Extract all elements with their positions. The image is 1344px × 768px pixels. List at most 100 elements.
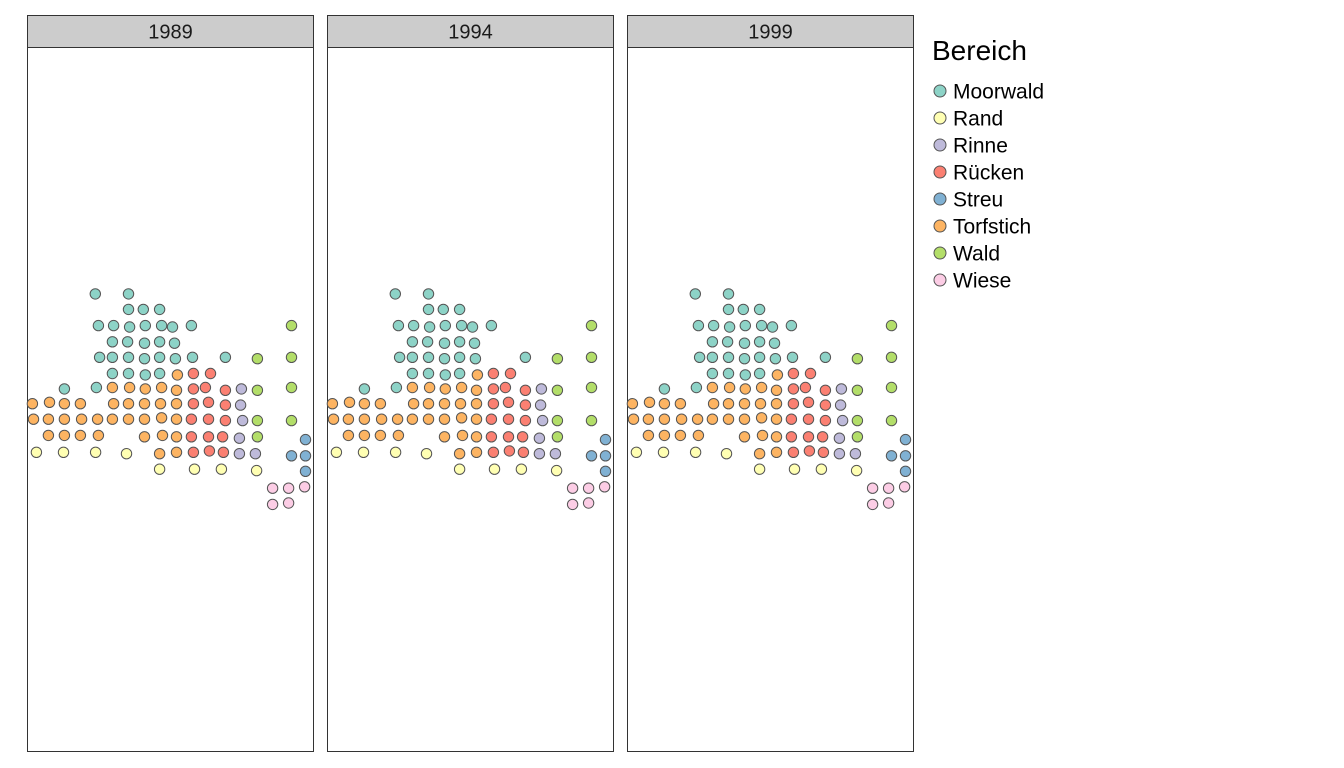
data-point (171, 369, 184, 381)
data-point (138, 431, 151, 443)
data-point (453, 351, 466, 363)
data-point (723, 321, 736, 333)
data-point (154, 398, 167, 410)
data-point (582, 497, 595, 509)
legend-item: Streu (933, 189, 1003, 212)
data-point (503, 445, 516, 457)
data-point (251, 431, 264, 443)
data-point (585, 414, 598, 427)
data-point (422, 351, 435, 363)
data-point (804, 367, 817, 380)
data-point (770, 431, 783, 443)
data-point (770, 398, 783, 410)
legend-key (933, 84, 947, 98)
data-point (755, 319, 768, 332)
data-point (819, 414, 832, 427)
facet-strip (627, 15, 914, 48)
data-point (153, 463, 166, 475)
data-point (787, 398, 800, 410)
data-point (850, 464, 863, 477)
data-point (819, 351, 832, 363)
data-point (657, 446, 670, 458)
data-point (785, 319, 798, 332)
data-point (138, 337, 151, 349)
data-point (738, 337, 751, 349)
data-point (406, 413, 419, 425)
data-point (502, 431, 515, 443)
data-point (202, 431, 215, 443)
data-point (389, 446, 402, 458)
data-point (343, 396, 356, 408)
data-point (787, 367, 800, 380)
data-point (407, 398, 420, 410)
facet-strip (27, 15, 314, 48)
data-point (420, 448, 433, 460)
data-point (689, 446, 702, 458)
data-point (170, 431, 183, 443)
data-point (89, 288, 102, 300)
data-point (549, 448, 562, 460)
legend-label: Wiese (953, 270, 1011, 293)
data-point (882, 482, 895, 494)
data-point (187, 398, 200, 410)
data-point (185, 413, 198, 425)
data-point (499, 381, 512, 394)
data-point (585, 319, 598, 332)
facet-strip-label: 1994 (448, 22, 493, 44)
data-point (282, 482, 295, 494)
legend-label: Moorwald (953, 81, 1044, 104)
data-point (30, 446, 43, 458)
data-point (122, 288, 135, 300)
data-point (120, 448, 133, 460)
data-point (785, 431, 798, 443)
data-point (358, 413, 371, 425)
data-point (138, 353, 151, 365)
data-point (833, 432, 846, 444)
data-point (249, 448, 262, 460)
data-point (43, 396, 56, 408)
data-point (519, 414, 532, 427)
data-point (358, 429, 371, 442)
data-point (216, 431, 229, 443)
panel-frame (627, 47, 914, 752)
data-point (439, 319, 451, 332)
data-point (470, 413, 483, 425)
data-point (203, 445, 216, 457)
data-point (75, 413, 88, 425)
data-point (693, 351, 706, 363)
data-point (438, 413, 451, 425)
data-point (833, 448, 846, 460)
data-point (58, 383, 71, 395)
data-point (155, 412, 168, 424)
data-point (658, 383, 671, 395)
data-point (454, 398, 467, 410)
data-point (885, 414, 898, 427)
data-point (106, 381, 119, 394)
data-point (689, 288, 701, 300)
data-point (250, 464, 263, 477)
data-point (707, 319, 720, 332)
data-point (26, 398, 39, 410)
data-point (550, 464, 563, 477)
data-point (74, 398, 87, 410)
data-point (455, 412, 468, 424)
data-point (285, 381, 298, 394)
legend-items: Moorwald Rand Rinne Rücken Streu Torfstich Wal… (933, 81, 1044, 293)
data-point (138, 398, 151, 410)
legend-key (933, 111, 947, 125)
data-point (106, 413, 119, 425)
data-point (788, 463, 801, 475)
data-point (599, 450, 612, 462)
data-point (138, 413, 151, 425)
data-point (170, 398, 183, 410)
data-point (802, 431, 815, 443)
data-point (585, 381, 598, 394)
data-point (885, 319, 898, 332)
data-point (375, 413, 388, 425)
data-point (342, 413, 355, 425)
data-point (851, 431, 864, 443)
facet-strip (327, 15, 614, 48)
data-point (439, 383, 451, 395)
data-point (90, 381, 103, 394)
